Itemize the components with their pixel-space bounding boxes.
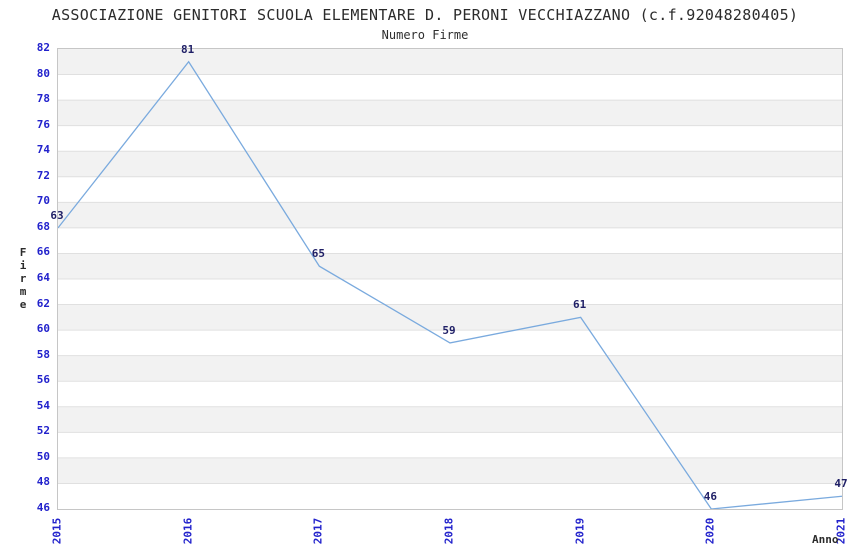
y-axis-tick-label: 74 xyxy=(36,143,50,157)
grid-band xyxy=(58,253,842,279)
line-series xyxy=(58,60,842,509)
plot-canvas xyxy=(58,49,842,509)
point-label: 46 xyxy=(703,490,717,503)
y-axis-tick-label: 68 xyxy=(36,219,50,233)
grid-band xyxy=(58,457,842,484)
grid-band xyxy=(58,355,842,382)
y-axis-tick-label: 78 xyxy=(36,92,50,106)
y-axis-tick-label: 82 xyxy=(36,41,50,54)
point-label: 65 xyxy=(311,247,325,261)
grid-band xyxy=(58,406,842,433)
y-axis-tick-label: 54 xyxy=(36,398,50,412)
point-label: 61 xyxy=(573,298,587,312)
grid-band xyxy=(58,100,842,126)
y-axis-tick-label: 58 xyxy=(36,347,50,361)
grid-band xyxy=(58,304,842,331)
y-axis-tick-label: 62 xyxy=(36,296,50,310)
plot-area xyxy=(57,48,843,510)
chart-subtitle: Numero Firme xyxy=(381,28,469,42)
point-label: 81 xyxy=(181,42,195,56)
y-axis-title-char: F xyxy=(19,245,27,259)
y-axis-tick-label: 64 xyxy=(36,271,50,284)
x-axis-tick-label: 2017 xyxy=(311,517,325,545)
y-axis-title-char: r xyxy=(19,271,27,285)
chart-title: ASSOCIAZIONE GENITORI SCUOLA ELEMENTARE … xyxy=(51,6,799,24)
point-label: 59 xyxy=(442,323,456,337)
x-axis-tick-label: 2015 xyxy=(50,517,64,545)
point-label: 63 xyxy=(50,208,64,222)
x-axis-tick-label: 2016 xyxy=(181,517,195,545)
point-label: 47 xyxy=(834,477,848,491)
x-axis-tick-label: 2019 xyxy=(573,517,587,545)
y-axis-tick-label: 66 xyxy=(36,245,50,259)
y-axis-tick-label: 80 xyxy=(36,66,50,80)
y-axis-tick-label: 70 xyxy=(36,194,50,208)
y-axis-tick-label: 72 xyxy=(36,168,50,182)
grid-band xyxy=(58,49,842,75)
y-axis-tick-label: 56 xyxy=(36,373,50,387)
grid-band xyxy=(58,202,842,228)
grid-band xyxy=(58,151,842,177)
y-axis-tick-label: 46 xyxy=(36,501,50,514)
y-axis-tick-label: 76 xyxy=(36,117,50,131)
y-axis-title-char: i xyxy=(19,258,27,272)
x-axis-tick-label: 2018 xyxy=(442,517,456,545)
y-axis-tick-label: 50 xyxy=(36,449,50,463)
y-axis-tick-label: 48 xyxy=(36,475,50,489)
x-axis-title: Anno xyxy=(812,533,839,546)
y-axis-tick-label: 60 xyxy=(36,322,50,336)
y-axis-title-char: m xyxy=(19,284,27,298)
x-axis-tick-label: 2020 xyxy=(703,517,717,545)
y-axis-tick-label: 52 xyxy=(36,424,50,438)
y-axis-title-char: e xyxy=(19,297,27,311)
